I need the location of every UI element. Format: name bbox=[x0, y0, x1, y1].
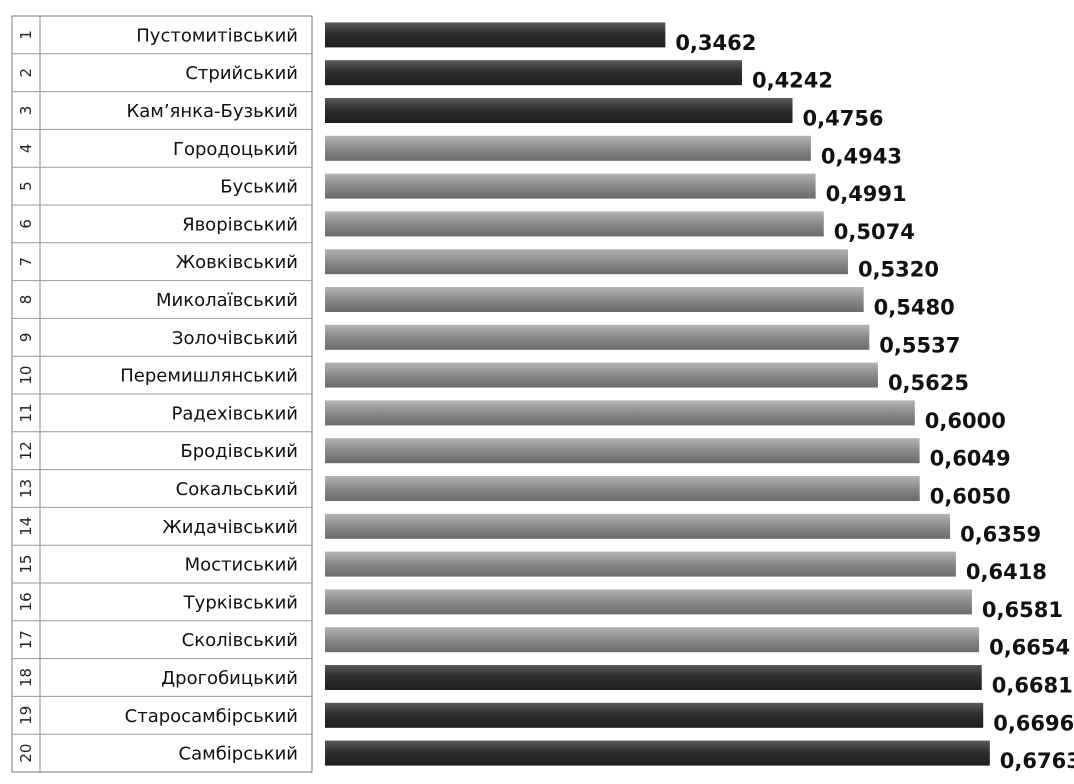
value-label: 0,6000 bbox=[925, 409, 1006, 433]
bar bbox=[325, 22, 666, 48]
district-name: Золочівський bbox=[172, 328, 298, 349]
district-name: Радехівський bbox=[172, 403, 298, 424]
value-label: 0,5537 bbox=[879, 333, 960, 357]
bars-group bbox=[325, 22, 990, 766]
rank-number: 5 bbox=[17, 181, 35, 191]
rank-number: 4 bbox=[17, 144, 35, 154]
bar bbox=[325, 513, 951, 539]
value-label: 0,5320 bbox=[858, 258, 939, 282]
value-label: 0,6581 bbox=[982, 598, 1063, 622]
district-name: Сокальський bbox=[176, 479, 298, 500]
bar bbox=[325, 362, 878, 388]
rank-number: 9 bbox=[17, 333, 35, 343]
district-name: Жовківський bbox=[176, 252, 298, 273]
bar bbox=[325, 324, 870, 350]
bar bbox=[325, 173, 816, 199]
rank-number: 15 bbox=[17, 555, 35, 574]
district-name: Перемишлянський bbox=[120, 366, 298, 387]
bar bbox=[325, 627, 980, 653]
district-name: Турківський bbox=[183, 592, 298, 613]
district-name: Самбірський bbox=[179, 744, 298, 765]
value-label: 0,6359 bbox=[960, 522, 1041, 546]
rank-number: 1 bbox=[17, 30, 35, 40]
rank-number: 2 bbox=[17, 68, 35, 78]
rank-number: 13 bbox=[17, 479, 35, 498]
value-label: 0,6696 bbox=[993, 711, 1074, 735]
rank-number: 6 bbox=[17, 219, 35, 229]
value-label: 0,4943 bbox=[821, 144, 902, 168]
rank-number: 18 bbox=[17, 668, 35, 687]
value-label: 0,6049 bbox=[930, 447, 1011, 471]
rank-number: 10 bbox=[17, 366, 35, 385]
bar bbox=[325, 476, 920, 501]
bar bbox=[325, 287, 864, 312]
value-label: 0,6418 bbox=[966, 560, 1047, 584]
district-name: Бродівський bbox=[180, 441, 298, 462]
label-table: 1 Пустомитівський 2 Стрийський 3 Кам’янка-Буз… bbox=[11, 15, 313, 773]
bar bbox=[325, 400, 915, 426]
rank-number: 3 bbox=[17, 106, 35, 116]
district-name: Кам’янка-Бузький bbox=[126, 101, 298, 122]
district-name: Яворівський bbox=[182, 214, 298, 235]
bar bbox=[325, 438, 920, 464]
value-label: 0,6763 bbox=[1000, 749, 1074, 773]
bar bbox=[325, 589, 972, 615]
rank-number: 8 bbox=[17, 295, 35, 305]
rank-number: 7 bbox=[17, 257, 35, 267]
bar bbox=[325, 211, 824, 237]
bar bbox=[325, 98, 793, 123]
value-label: 0,4242 bbox=[752, 69, 833, 93]
district-name: Буський bbox=[220, 177, 298, 198]
value-label: 0,4991 bbox=[826, 182, 907, 206]
rank-number: 14 bbox=[17, 517, 35, 536]
value-label: 0,3462 bbox=[675, 31, 756, 55]
rank-number: 20 bbox=[17, 744, 35, 763]
district-name: Сколівський bbox=[182, 630, 298, 651]
value-label: 0,5074 bbox=[834, 220, 915, 244]
bar bbox=[325, 249, 848, 275]
value-label: 0,6654 bbox=[989, 636, 1070, 660]
value-label: 0,6681 bbox=[992, 674, 1073, 698]
value-label: 0,4756 bbox=[803, 107, 884, 131]
rank-number: 17 bbox=[17, 630, 35, 649]
bar bbox=[325, 665, 982, 690]
value-label: 0,5480 bbox=[874, 296, 955, 320]
bar bbox=[325, 135, 811, 161]
district-name: Стрийський bbox=[185, 63, 298, 84]
district-name: Дрогобицький bbox=[161, 668, 298, 689]
value-label: 0,6050 bbox=[930, 485, 1011, 509]
district-name: Жидачівський bbox=[162, 517, 298, 538]
district-name: Старосамбірський bbox=[125, 706, 298, 727]
rank-number: 11 bbox=[17, 403, 35, 422]
rank-number: 19 bbox=[17, 706, 35, 725]
district-name: Городоцький bbox=[173, 139, 298, 160]
bar bbox=[325, 60, 742, 86]
value-labels-group: 0,3462 0,4242 0,4756 0,4943 0,4991 0,5074 0,53… bbox=[675, 31, 1074, 773]
district-name: Миколаївський bbox=[156, 290, 298, 311]
rank-number: 12 bbox=[17, 441, 35, 460]
district-name: Мостиський bbox=[185, 555, 298, 576]
bar bbox=[325, 702, 984, 728]
value-label: 0,5625 bbox=[888, 371, 969, 395]
bar bbox=[325, 551, 956, 577]
district-name: Пустомитівський bbox=[136, 25, 298, 46]
bar bbox=[325, 740, 990, 766]
rank-number: 16 bbox=[17, 592, 35, 611]
